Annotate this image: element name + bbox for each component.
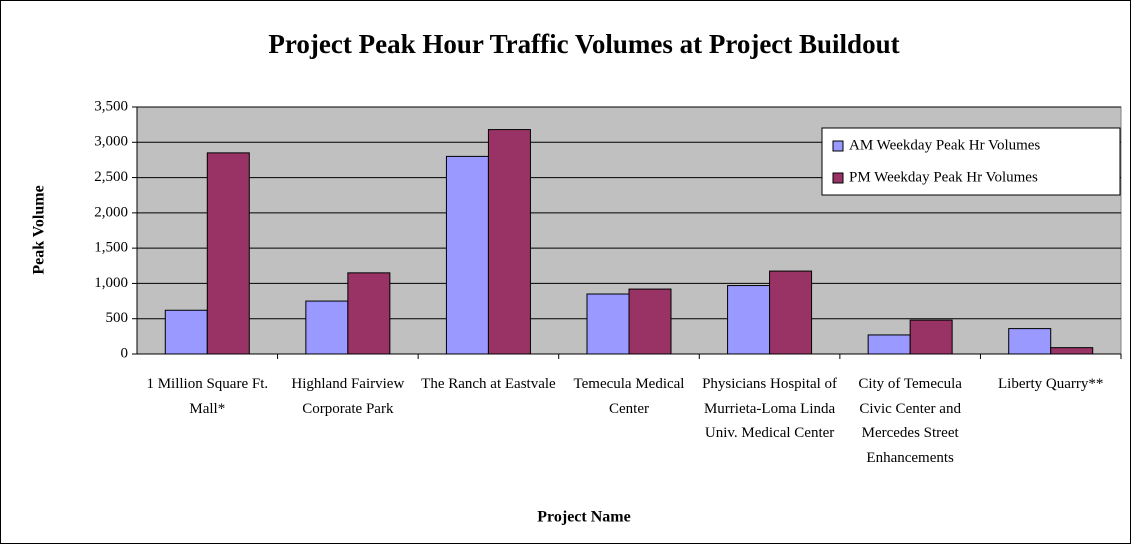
- y-tick-label: 500: [106, 310, 129, 326]
- y-tick-label: 3,500: [94, 98, 128, 114]
- y-tick-label: 2,000: [94, 204, 128, 220]
- chart-title: Project Peak Hour Traffic Volumes at Pro…: [268, 29, 899, 59]
- bar: [1050, 347, 1094, 355]
- bar: [305, 300, 349, 355]
- x-tick-label: Highland Fairview Corporate Park: [291, 376, 405, 417]
- bar: [164, 309, 208, 355]
- x-tick-label: Liberty Quarry**: [998, 376, 1104, 392]
- y-axis-label: Peak Volume: [31, 185, 48, 274]
- bar: [487, 129, 531, 355]
- x-tick-label: Temecula Medical Center: [573, 376, 685, 417]
- bar: [727, 285, 771, 355]
- y-tick-label: 3,000: [94, 134, 128, 150]
- legend-swatch: [832, 172, 844, 184]
- y-tick-label: 1,000: [94, 275, 128, 291]
- x-axis-label: Project Name: [537, 509, 630, 526]
- legend-label: AM Weekday Peak Hr Volumes: [849, 137, 1040, 153]
- y-tick-label: 1,500: [94, 240, 128, 256]
- legend-swatch: [832, 140, 844, 152]
- bar: [909, 319, 953, 355]
- bar: [206, 152, 250, 355]
- x-tick-label: City of Temecula Civic Center and Merced…: [858, 376, 962, 466]
- legend-box: [821, 127, 1121, 196]
- bar: [769, 270, 813, 355]
- x-tick-label: 1 Million Square Ft. Mall*: [146, 376, 269, 417]
- bar: [628, 288, 672, 355]
- bar: [445, 155, 489, 355]
- bar: [586, 293, 630, 355]
- x-tick-label: The Ranch at Eastvale: [421, 376, 556, 392]
- bar: [867, 334, 911, 355]
- bar: [347, 272, 391, 355]
- bar: [1008, 328, 1052, 355]
- legend-label: PM Weekday Peak Hr Volumes: [849, 169, 1038, 185]
- y-tick-label: 2,500: [94, 169, 128, 185]
- y-tick-label: 0: [121, 345, 129, 361]
- x-tick-label: Physicians Hospital of Murrieta-Loma Lin…: [702, 376, 838, 441]
